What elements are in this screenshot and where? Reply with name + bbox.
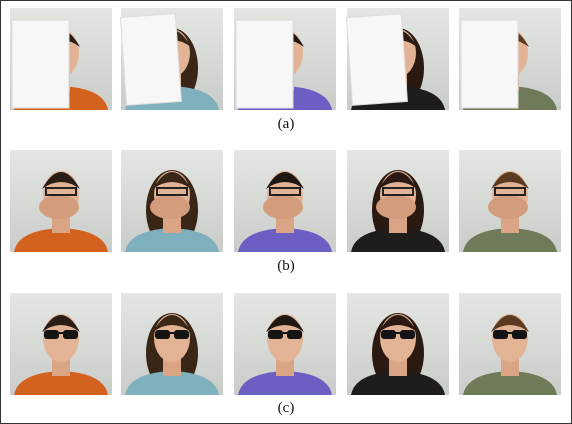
- photo: [10, 8, 112, 110]
- shirt: [238, 228, 332, 252]
- hand-occluder: [263, 195, 303, 219]
- hair: [266, 315, 304, 332]
- neck: [52, 358, 70, 376]
- sunglasses-left: [155, 330, 170, 339]
- photo: [459, 150, 561, 252]
- photo: [121, 293, 223, 395]
- hand-occluder: [376, 195, 416, 219]
- shirt: [125, 228, 219, 252]
- sunglasses-right: [174, 330, 189, 339]
- hand-occluder: [488, 195, 528, 219]
- shirt: [238, 371, 332, 395]
- hair: [491, 172, 529, 189]
- paper-occluder: [235, 19, 294, 109]
- neck: [52, 215, 70, 233]
- sunglasses-right: [400, 330, 415, 339]
- shirt: [14, 228, 108, 252]
- panel-label: (a): [278, 116, 295, 132]
- sunglasses-right: [287, 330, 302, 339]
- neck: [163, 358, 181, 376]
- photo: [234, 150, 336, 252]
- sunglasses-left: [44, 330, 59, 339]
- paper-occluder: [345, 13, 408, 106]
- photo: [119, 8, 223, 110]
- neck: [389, 358, 407, 376]
- photo: [347, 150, 449, 252]
- shirt: [463, 371, 557, 395]
- hair: [379, 315, 417, 332]
- sunglasses-left: [268, 330, 283, 339]
- glasses: [269, 187, 301, 196]
- photo: [10, 293, 112, 395]
- shirt: [463, 228, 557, 252]
- sunglasses-left: [493, 330, 508, 339]
- neck: [276, 215, 294, 233]
- shirt: [125, 371, 219, 395]
- glasses: [494, 187, 526, 196]
- hand-occluder: [150, 195, 190, 219]
- neck: [276, 358, 294, 376]
- neck: [389, 215, 407, 233]
- sunglasses-left: [381, 330, 396, 339]
- shirt: [14, 371, 108, 395]
- glasses: [382, 187, 414, 196]
- hair: [153, 172, 191, 189]
- photo: [347, 293, 449, 395]
- sunglasses-right: [63, 330, 78, 339]
- photo: [10, 150, 112, 252]
- paper-occluder: [11, 19, 70, 109]
- photo: [234, 293, 336, 395]
- shirt: [351, 371, 445, 395]
- neck: [501, 215, 519, 233]
- photo: [121, 150, 223, 252]
- panel-label: (c): [278, 400, 295, 416]
- hand-occluder: [39, 195, 79, 219]
- photo: [234, 8, 336, 110]
- hair: [42, 172, 80, 189]
- hair: [42, 315, 80, 332]
- paper-occluder: [460, 19, 519, 109]
- panel-label: (b): [277, 258, 295, 274]
- hair: [491, 315, 529, 332]
- photo: [345, 8, 449, 110]
- sunglasses-right: [512, 330, 527, 339]
- hair: [153, 315, 191, 332]
- glasses: [45, 187, 77, 196]
- paper-occluder: [119, 13, 182, 106]
- neck: [501, 358, 519, 376]
- hair: [266, 172, 304, 189]
- glasses: [156, 187, 188, 196]
- photo: [459, 8, 561, 110]
- shirt: [351, 228, 445, 252]
- photo: [459, 293, 561, 395]
- hair: [379, 172, 417, 189]
- neck: [163, 215, 181, 233]
